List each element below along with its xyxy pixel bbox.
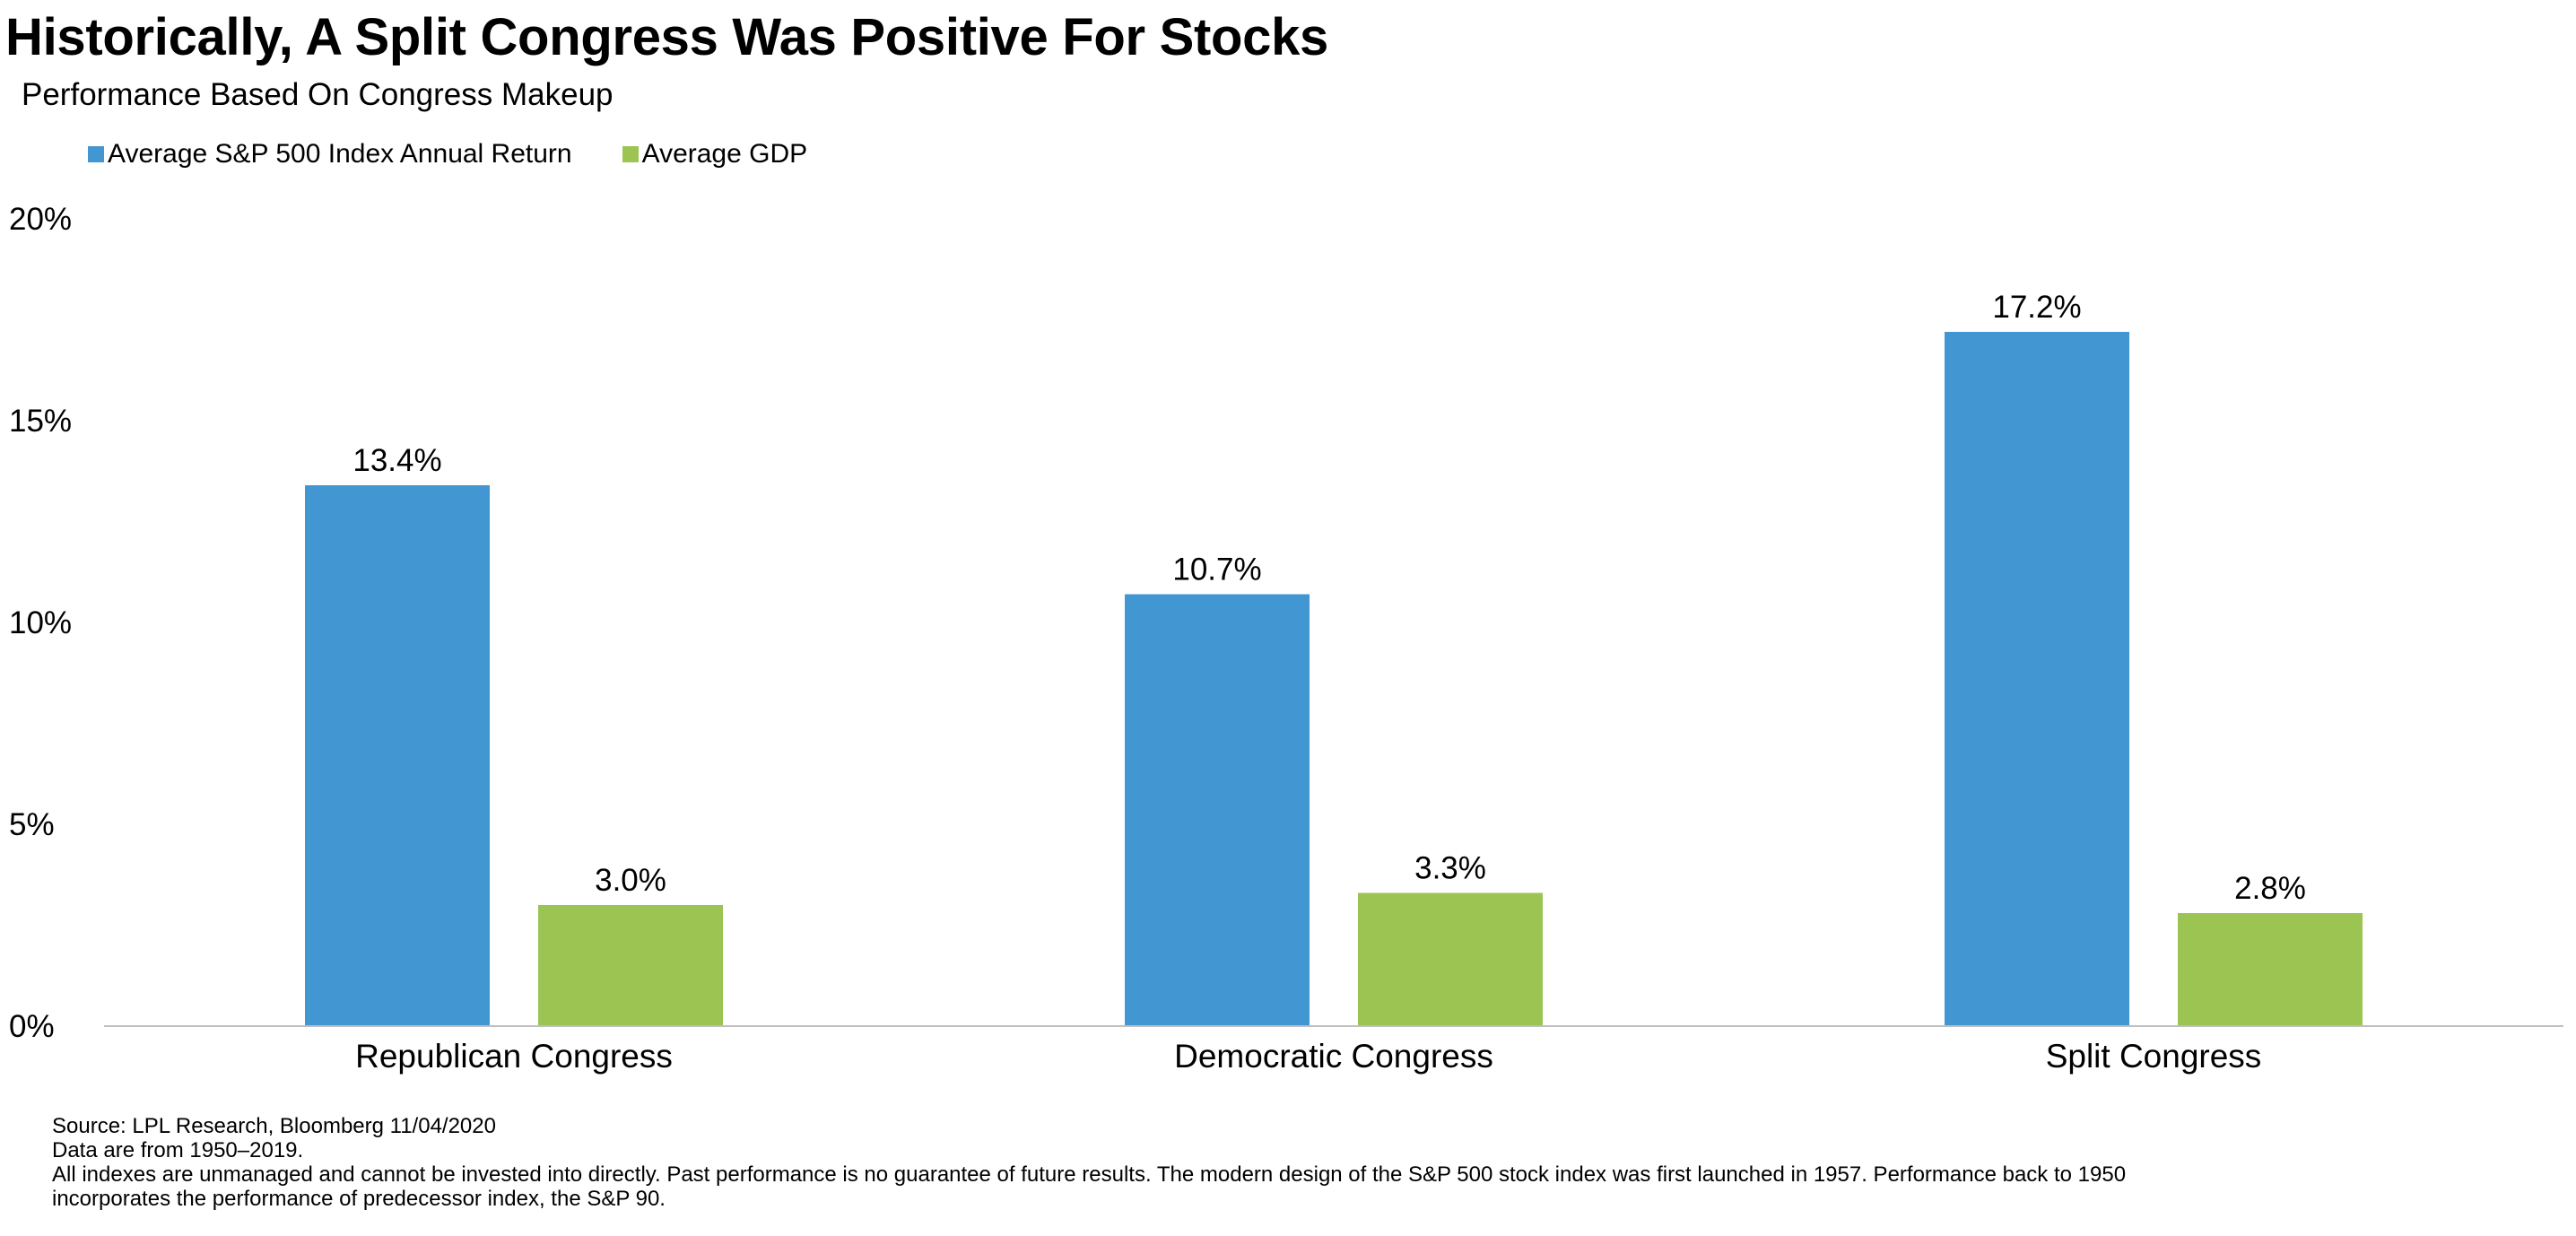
y-tick-label: 0% <box>9 1009 55 1044</box>
chart-subtitle: Performance Based On Congress Makeup <box>22 77 614 112</box>
legend-swatch-sp500 <box>88 146 104 162</box>
data-label: 13.4% <box>352 443 441 478</box>
legend: Average S&P 500 Index Annual Return Aver… <box>88 136 857 172</box>
bar-sp500 <box>1125 594 1310 1026</box>
bar-gdp <box>538 905 723 1026</box>
data-label: 2.8% <box>2234 871 2306 906</box>
y-tick-label: 5% <box>9 807 55 842</box>
data-label: 3.3% <box>1414 851 1486 886</box>
x-tick-label: Split Congress <box>2046 1038 2262 1075</box>
y-tick-label: 10% <box>9 605 72 640</box>
bar-gdp <box>1358 892 1543 1026</box>
bar-gdp <box>2178 913 2363 1026</box>
disclaimer-line-2: incorporates the performance of predeces… <box>52 1187 666 1211</box>
y-tick-label: 20% <box>9 202 72 237</box>
legend-item-sp500: Average S&P 500 Index Annual Return <box>88 139 572 170</box>
bar-sp500 <box>1945 332 2129 1026</box>
x-tick-label: Democratic Congress <box>1174 1038 1493 1075</box>
disclaimer-line-1: All indexes are unmanaged and cannot be … <box>52 1162 2127 1187</box>
chart-title: Historically, A Split Congress Was Posit… <box>5 8 1329 66</box>
x-tick-label: Republican Congress <box>355 1038 673 1075</box>
data-range-note: Data are from 1950–2019. <box>52 1138 304 1162</box>
data-label: 17.2% <box>1992 290 2081 325</box>
data-label: 10.7% <box>1172 553 1261 588</box>
bar-sp500 <box>305 485 490 1026</box>
bar-chart: 0% 5% 10% 15% 20% 13.4% 3.0% Republican Congres… <box>9 202 2563 1075</box>
legend-swatch-gdp <box>622 146 639 162</box>
footnotes: Source: LPL Research, Bloomberg 11/04/20… <box>52 1114 2126 1211</box>
data-label: 3.0% <box>595 863 666 898</box>
legend-item-gdp: Average GDP <box>622 139 808 170</box>
legend-label-gdp: Average GDP <box>641 139 808 169</box>
source-note: Source: LPL Research, Bloomberg 11/04/20… <box>52 1114 496 1138</box>
y-tick-label: 15% <box>9 404 72 439</box>
legend-label-sp500: Average S&P 500 Index Annual Return <box>108 139 572 169</box>
